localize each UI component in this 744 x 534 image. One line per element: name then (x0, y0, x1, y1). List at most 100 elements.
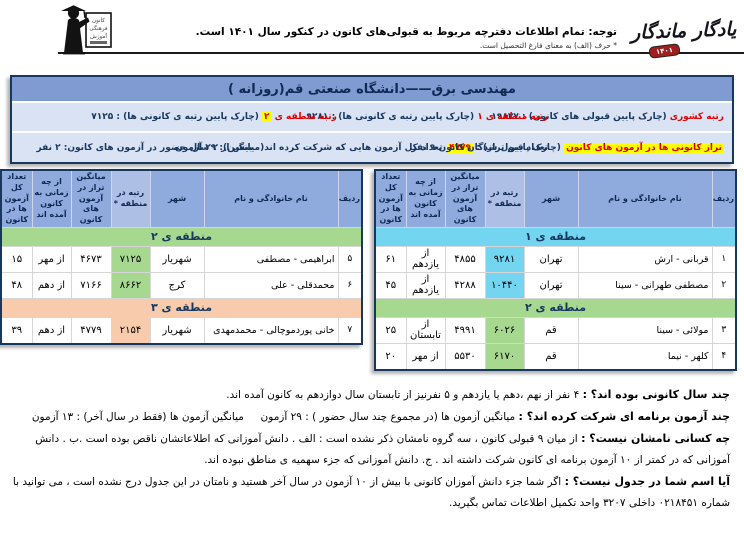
cell-row-number: ۴ (711, 342, 737, 371)
table-row: ۶ محمدقلی - علی کرج ۸۶۶۲ ۷۱۶۶ از دهم ۴۸ (0, 271, 363, 299)
cell-avg-score: ۴۶۷۳ (70, 245, 112, 273)
program-title: مهندسی برق——دانشگاه صنعتی قم(روزانه ) (12, 77, 732, 103)
cell-city: کرج (149, 271, 205, 299)
stat-label: رتبه کشوری (669, 112, 724, 122)
tassel (83, 10, 86, 19)
table-row: ۷ خانی پوردموچالی - محمدمهدی شهریار ۲۱۵۴… (0, 316, 363, 345)
stat-desc: (چارک پایین رتبه ی کانونی ها) : (331, 112, 475, 122)
stat-region1-rank: رتبه منطقه ی ۱ (چارک پایین رتبه ی کانونی… (306, 112, 548, 122)
cell-avg-score: ۴۹۹۱ (444, 316, 486, 344)
table-header-row: ردیف نام خانوادگی و نام شهر رتبه در منطق… (374, 169, 737, 228)
cell-name: خانی پوردموچالی - محمدمهدی (203, 316, 339, 345)
cell-region-rank: ۷۱۲۵ (110, 245, 151, 273)
cell-row-number: ۳ (711, 316, 737, 344)
region-banner: منطقه ی ۱ (374, 226, 737, 247)
col-full-name: نام خانوادگی و نام (577, 169, 713, 228)
stat-label: تراز کانونی ها در آزمون های کانون (564, 142, 724, 153)
brand-year-badge: ۱۴۰۱ (648, 43, 681, 59)
region-banner: منطقه ی ۲ (0, 226, 363, 247)
cell-row-number: ۷ (337, 316, 363, 345)
col-avg-score: میانگین تراز در آزمون های کانون (444, 169, 486, 228)
cell-name: مصطفی طهرانی - سینا (577, 271, 713, 299)
col-join-time: از چه زمانی به کانون آمده اند (31, 169, 72, 228)
cell-join-time: از دهم (31, 271, 72, 299)
col-region-rank: رتبه در منطقه * (484, 169, 525, 228)
cell-region-rank: ۲۱۵۴ (110, 316, 151, 345)
col-city: شهر (523, 169, 579, 228)
cell-total-exams: ۴۸ (0, 271, 33, 299)
stat-national-rank: رتبه کشوری (چارک پایین قبولی های کانون) … (491, 112, 724, 122)
region-banner-label: منطقه ی ۳ (0, 297, 363, 318)
col-join-time: از چه زمانی به کانون آمده اند (405, 169, 446, 228)
notice-primary: توجه: تمام اطلاعات دفترچه مربوط به قبولی… (195, 26, 617, 38)
stat-value: ۹۲۸۱ (306, 112, 329, 122)
cell-name: محمدقلی - علی (203, 271, 339, 299)
table-row: ۵ ابراهیمی - مصطفی شهریار ۷۱۲۵ ۴۶۷۳ از م… (0, 245, 363, 273)
qa-label: چه کسانی نامشان نیست؟ : (581, 432, 730, 445)
cell-region-rank: ۹۲۸۱ (484, 245, 525, 273)
qa-text: اگر شما جزء دانش آموزان کانونی با بیش از… (9, 476, 730, 509)
qa-text: از میان ۹ قبولی کانون ، سه گروه نامشان ذ… (31, 433, 730, 466)
cell-region-rank: ۶۰۲۶ (484, 316, 525, 344)
qa-item: چند آزمون برنامه ای شرکت کرده اند؟ : میا… (10, 406, 730, 428)
stat-admitted-count: تعداد قبول شدگان کانون ۹ نفر (411, 142, 548, 153)
col-region-rank: رتبه در منطقه * (110, 169, 151, 228)
cell-total-exams: ۴۵ (374, 271, 407, 299)
qa-label: چند آزمون برنامه ای شرکت کرده اند؟ : (518, 410, 730, 423)
cell-total-exams: ۶۱ (374, 245, 407, 273)
stat-two-years-presence: بیش از ۲ سال حضور در آزمون های کانون: ۲ … (36, 142, 253, 153)
table-row: ۱ قربانی - ارش تهران ۹۲۸۱ ۴۸۵۵ از یازدهم… (374, 245, 737, 273)
cell-avg-score: ۴۷۷۹ (70, 316, 112, 345)
col-row-number: ردیف (337, 169, 363, 228)
cell-join-time: از مهر (31, 245, 72, 273)
qa-text: میانگین آزمون ها (در مجموع چند سال حضور … (31, 411, 516, 423)
notice-secondary: * حرف (الف) به معنای فارغ التحصیل است. (479, 41, 617, 50)
cell-total-exams: ۲۵ (374, 316, 407, 344)
stat-value: ۴۷۷۹ (447, 142, 474, 153)
cell-join-time: از یازدهم (405, 271, 446, 299)
cell-join-time: از تابستان (405, 316, 446, 344)
stat-label: رتبه منطقه ی ۱ (477, 112, 548, 122)
header-rule (58, 52, 744, 54)
qa-item: آیا اسم شما در جدول نیست؟ : اگر شما جزء … (10, 471, 730, 514)
program-infobox: مهندسی برق——دانشگاه صنعتی قم(روزانه ) رت… (10, 75, 734, 164)
arm (77, 17, 90, 29)
cell-avg-score: ۵۵۳۰ (444, 342, 486, 371)
cell-join-time: از مهر (405, 342, 446, 371)
notice: توجه: تمام اطلاعات دفترچه مربوط به قبولی… (196, 26, 617, 50)
cell-city: شهریار (149, 245, 205, 273)
stat-label: رتبه منطقه ی (274, 112, 337, 122)
stat-desc: (چارک پایین تراز) : (476, 142, 561, 153)
col-row-number: ردیف (711, 169, 737, 228)
logo-sign-line: کانون (92, 17, 105, 24)
qa-item: چند سال کانونی بوده اند؟ : ۴ نفر از نهم … (10, 384, 730, 406)
stat-value: ۱۹۸۳۷ (491, 112, 519, 122)
results-table-right: ردیف نام خانوادگی و نام شهر رتبه در منطق… (374, 169, 737, 371)
col-total-exams: تعداد کل آزمون ها در کانون (374, 169, 407, 228)
qa-section: چند سال کانونی بوده اند؟ : ۴ نفر از نهم … (10, 384, 730, 514)
stat-taraz: تراز کانونی ها در آزمون های کانون (چارک … (447, 142, 724, 153)
cell-city: شهریار (149, 316, 205, 345)
region-banner: منطقه ی ۲ (374, 297, 737, 318)
table-row: ۴ کلهر - نیما قم ۶۱۷۰ ۵۵۳۰ از مهر ۲۰ (374, 342, 737, 371)
cell-region-rank: ۱۰۴۴۰ (484, 271, 525, 299)
col-city: شهر (149, 169, 205, 228)
table-row: ۲ مصطفی طهرانی - سینا تهران ۱۰۴۴۰ ۴۲۸۸ ا… (374, 271, 737, 299)
cell-region-rank: ۸۶۶۲ (110, 271, 151, 299)
qa-item: چه کسانی نامشان نیست؟ : از میان ۹ قبولی … (10, 428, 730, 471)
cell-name: کلهر - نیما (577, 342, 713, 371)
stat-total-exams: تعداد کل آزمون هایی که شرکت کرده اند(میا… (174, 142, 443, 153)
cell-name: قربانی - ارش (577, 245, 713, 273)
results-tables: ردیف نام خانوادگی و نام شهر رتبه در منطق… (0, 169, 737, 371)
results-table-left: ردیف نام خانوادگی و نام شهر رتبه در منطق… (0, 169, 363, 345)
table-header-row: ردیف نام خانوادگی و نام شهر رتبه در منطق… (0, 169, 363, 228)
brand-calligraphy: یادگار ماندگار (630, 18, 737, 44)
qa-text: ۴ نفر از نهم ،دهم یا یازدهم و ۵ نفرنیز ا… (226, 389, 580, 401)
region-banner-label: منطقه ی ۲ (0, 226, 363, 247)
graduate-icon: کانون فرهنگی آموزش (61, 5, 112, 55)
table-row: ۳ مولائی - سینا قم ۶۰۲۶ ۴۹۹۱ از تابستان … (374, 316, 737, 344)
col-avg-score: میانگین تراز در آزمون های کانون (70, 169, 112, 228)
mortarboard-icon (61, 5, 86, 11)
cell-total-exams: ۲۰ (374, 342, 407, 371)
